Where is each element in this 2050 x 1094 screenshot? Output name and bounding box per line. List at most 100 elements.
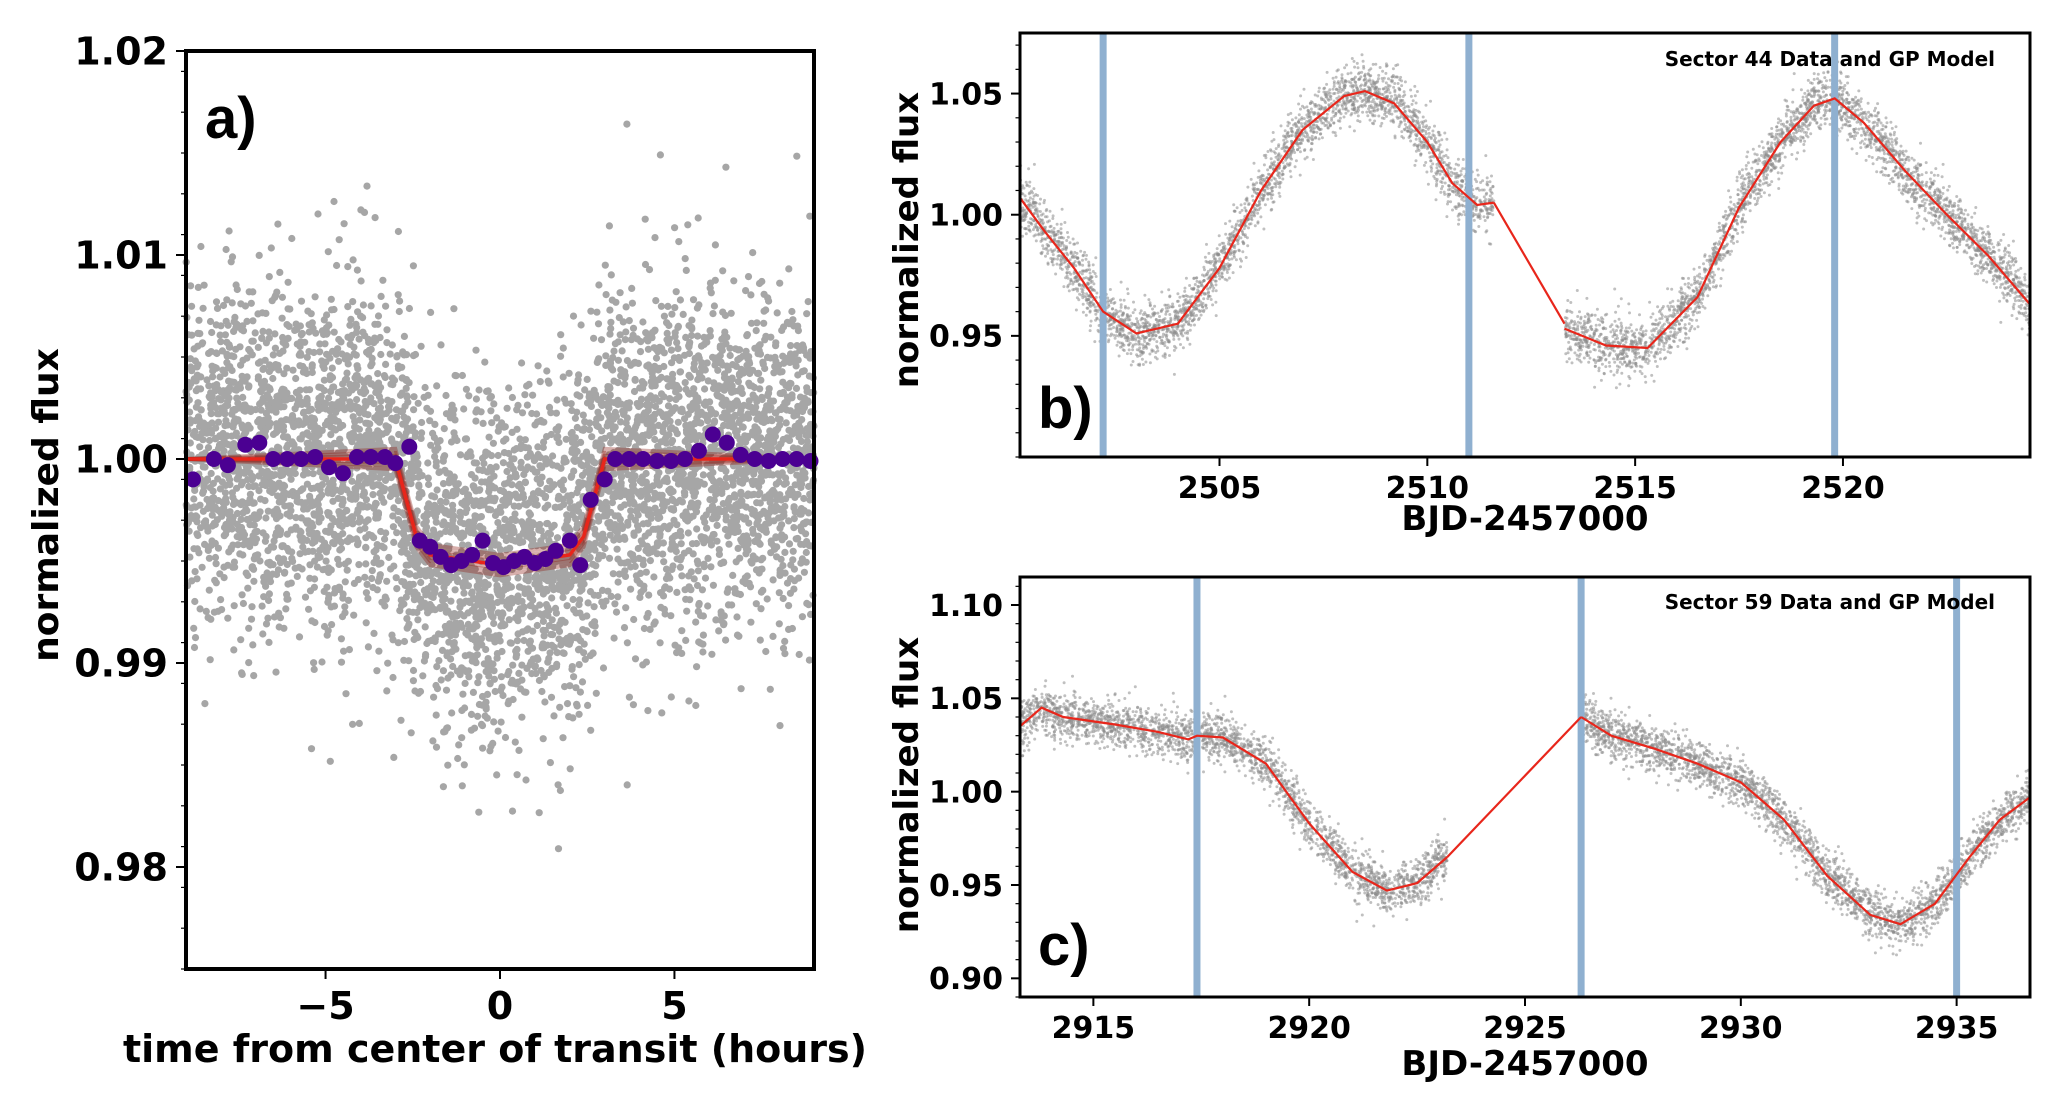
a-data-point — [384, 659, 392, 667]
a-data-point — [735, 418, 743, 427]
a-data-point — [238, 591, 246, 599]
a-data-point — [529, 536, 537, 544]
a-data-point — [533, 475, 541, 483]
a-data-point — [205, 393, 213, 401]
a-data-point — [324, 508, 332, 517]
a-data-point — [260, 578, 268, 586]
a-data-point — [214, 607, 222, 615]
a-data-point — [543, 520, 551, 528]
a-data-point — [261, 470, 269, 478]
a-data-point — [254, 343, 262, 351]
a-data-point — [323, 631, 331, 639]
a-data-point — [760, 319, 768, 327]
a-data-point — [258, 309, 266, 317]
a-data-point — [700, 480, 708, 488]
a-data-point — [629, 481, 638, 489]
a-data-point — [693, 304, 702, 312]
a-data-point — [322, 548, 330, 556]
a-data-point — [281, 568, 289, 576]
a-data-point — [374, 379, 383, 387]
a-data-point — [576, 688, 585, 696]
a-data-point — [799, 344, 808, 352]
a-data-point — [754, 491, 763, 499]
a-data-point — [666, 395, 674, 403]
a-data-point — [577, 321, 585, 329]
a-data-point — [605, 222, 614, 230]
a-data-point — [325, 484, 333, 492]
a-data-point — [229, 541, 237, 549]
a-data-point — [336, 424, 344, 432]
a-data-point — [792, 384, 801, 392]
a-data-point — [612, 298, 620, 306]
a-data-point — [609, 570, 617, 578]
a-data-point — [399, 348, 407, 356]
a-data-point — [404, 398, 412, 406]
a-data-point — [614, 379, 622, 387]
a-data-point — [496, 637, 504, 645]
a-data-point — [289, 366, 297, 374]
a-data-point — [223, 508, 232, 516]
a-data-point — [355, 561, 363, 569]
a-data-point — [202, 607, 210, 616]
a-data-point — [518, 661, 526, 669]
a-data-point — [305, 605, 313, 613]
a-data-point — [791, 350, 799, 358]
a-data-point — [314, 440, 322, 448]
a-data-point — [611, 600, 619, 608]
a-data-point — [623, 639, 632, 647]
a-data-point — [213, 304, 222, 312]
a-data-point — [802, 548, 810, 557]
a-data-point — [655, 421, 663, 429]
a-data-point — [616, 289, 624, 297]
a-data-point — [787, 342, 795, 350]
a-data-point — [533, 468, 541, 476]
a-data-point — [439, 573, 447, 581]
a-data-point — [606, 531, 614, 539]
a-data-point — [536, 462, 544, 470]
a-data-point — [432, 446, 440, 455]
a-data-point — [566, 765, 574, 773]
a-data-point — [251, 528, 259, 536]
a-data-point — [373, 667, 381, 675]
a-data-point — [667, 612, 675, 620]
a-data-point — [752, 600, 760, 608]
a-data-point — [642, 409, 650, 417]
a-data-point — [729, 571, 737, 580]
a-data-point — [237, 501, 245, 509]
a-data-point — [201, 478, 209, 487]
a-data-point — [230, 646, 238, 654]
a-data-point — [389, 673, 397, 682]
a-data-point — [458, 782, 466, 790]
a-data-point — [728, 388, 736, 396]
a-data-point — [690, 364, 698, 372]
a-data-point — [266, 561, 274, 569]
a-data-point — [230, 602, 238, 610]
a-data-point — [244, 584, 252, 592]
a-data-point — [780, 512, 788, 520]
a-data-point — [797, 437, 806, 445]
a-data-point — [211, 576, 219, 584]
a-data-point — [773, 309, 781, 317]
a-data-point — [747, 505, 756, 513]
a-data-point — [248, 472, 256, 481]
a-data-point — [781, 399, 789, 407]
a-data-point — [761, 336, 769, 344]
a-data-point — [272, 668, 280, 676]
a-data-point — [332, 440, 340, 448]
a-data-point — [692, 618, 700, 626]
a-data-point — [571, 414, 580, 422]
a-data-point — [244, 421, 252, 429]
a-data-point — [622, 604, 630, 612]
a-data-point — [400, 637, 409, 646]
a-data-point — [525, 640, 534, 648]
a-data-point — [364, 516, 372, 524]
a-data-point — [528, 494, 536, 502]
a-data-point — [360, 488, 368, 496]
a-data-point — [316, 340, 324, 348]
a-data-point — [394, 227, 402, 236]
a-data-point — [782, 495, 790, 503]
a-data-point — [197, 406, 205, 414]
a-data-point — [381, 535, 389, 543]
a-data-point — [255, 251, 263, 259]
a-data-point — [514, 401, 522, 409]
